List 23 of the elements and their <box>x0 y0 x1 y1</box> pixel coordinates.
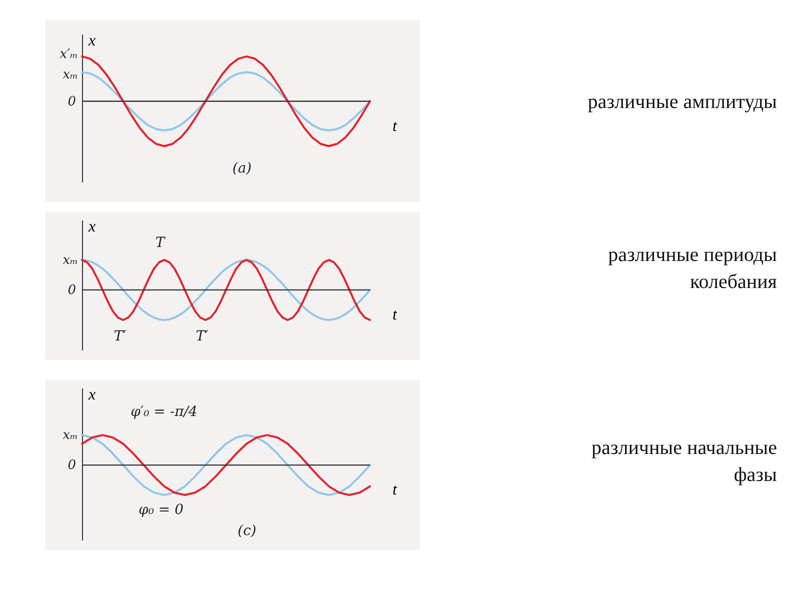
text: T′ <box>114 328 128 344</box>
text: xₘ <box>62 428 78 444</box>
text: различные начальные фазы <box>591 437 778 486</box>
text: 0 <box>68 458 76 474</box>
text: T′ <box>196 328 210 344</box>
text: различные периоды колебания <box>608 244 777 293</box>
text: (c) <box>238 523 256 540</box>
y-axis-title: x <box>88 386 96 404</box>
text: 0 <box>68 94 76 110</box>
text: различные амплитуды <box>588 91 777 113</box>
text: φ₀ = 0 <box>138 502 184 518</box>
text: xₘ <box>62 67 78 82</box>
text: φ′₀ = -π/4 <box>130 404 198 420</box>
text: T <box>155 234 166 251</box>
y-axis-title: x <box>88 32 96 50</box>
x-axis-title: t <box>392 118 398 135</box>
text: (a) <box>232 160 252 177</box>
x-axis-title: t <box>392 482 398 499</box>
text: x′ₘ <box>60 47 78 62</box>
text: 0 <box>68 282 76 298</box>
y-axis-title: x <box>88 218 96 236</box>
x-axis-title: t <box>392 306 398 324</box>
text: xₘ <box>62 252 78 268</box>
